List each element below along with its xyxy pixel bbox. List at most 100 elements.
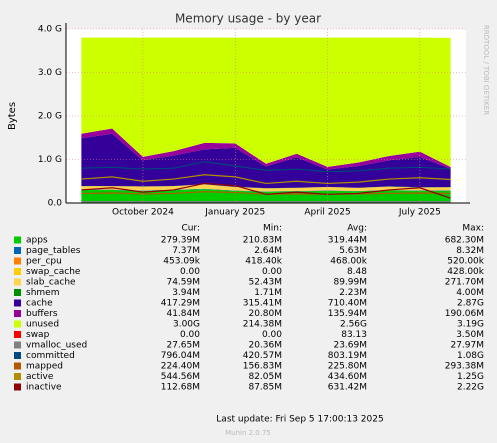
legend-value: 4.00M (456, 288, 484, 298)
side-text: RRDTOOL / TOBI OETIKER (482, 25, 490, 115)
legend-name: page_tables (26, 246, 81, 256)
legend-swatch (14, 289, 21, 296)
legend-value: 2.64M (254, 246, 282, 256)
legend-value: 544.56M (161, 372, 200, 382)
x-tick-label: January 2025 (204, 208, 265, 218)
legend-value: 271.70M (445, 278, 484, 288)
legend-value: 315.41M (243, 299, 282, 309)
legend-value: 3.19G (457, 320, 484, 330)
legend-value: 293.38M (445, 362, 484, 372)
area (81, 133, 451, 189)
legend-value: 89.99M (333, 278, 367, 288)
legend-name: shmem (26, 288, 59, 298)
legend-value: 3.50M (456, 330, 484, 340)
legend-name: apps (26, 236, 48, 246)
legend-value: 0.00 (180, 267, 200, 277)
legend-swatch (14, 299, 21, 307)
x-tick-label: October 2024 (112, 208, 174, 218)
legend-name: per_cpu (26, 257, 62, 267)
version: Munin 2.0.75 (225, 429, 271, 437)
legend-value: 82.05M (248, 372, 282, 382)
legend-value: 41.84M (166, 309, 200, 319)
legend-value: 52.43M (248, 278, 282, 288)
legend-swatch (14, 373, 21, 380)
legend-swatch (14, 257, 21, 265)
legend-value: 796.04M (161, 351, 200, 361)
legend-value: 20.36M (248, 341, 282, 351)
legend-value: 135.94M (328, 309, 367, 319)
legend-value: 710.40M (328, 299, 367, 309)
legend-value: 682.30M (445, 236, 484, 246)
legend-swatch (14, 383, 21, 391)
legend-value: 20.80M (248, 309, 282, 319)
legend-value: 2.23M (339, 288, 367, 298)
legend-value: 8.48 (347, 267, 367, 277)
y-tick-label: 0.0 (48, 199, 63, 209)
legend-name: inactive (26, 383, 62, 393)
legend-name: swap (26, 330, 50, 340)
y-axis-label: Bytes (7, 102, 18, 130)
legend-value: 3.94M (172, 288, 200, 298)
legend-value: 156.83M (243, 362, 282, 372)
legend-value: 631.42M (328, 383, 367, 393)
legend-value: 453.09k (163, 257, 200, 267)
legend-name: swap_cache (26, 267, 81, 277)
area (81, 189, 451, 203)
legend-value: 2.56G (340, 320, 367, 330)
legend-value: 0.00 (262, 267, 282, 277)
y-tick-label: 1.0 G (38, 155, 62, 165)
legend-value: 2.87G (457, 299, 484, 309)
legend-swatch (14, 247, 21, 254)
area (81, 37, 451, 168)
legend-value: 5.63M (339, 246, 367, 256)
legend-value: 0.00 (262, 330, 282, 340)
legend-header: Cur: (181, 224, 200, 234)
x-tick-label: July 2025 (398, 208, 441, 218)
legend-value: 428.00k (447, 267, 484, 277)
legend-header: Avg: (347, 224, 367, 234)
legend-swatch (14, 362, 21, 370)
legend-value: 190.06M (445, 309, 484, 319)
legend-name: mapped (26, 362, 63, 372)
legend-value: 803.19M (328, 351, 367, 361)
legend-value: 87.85M (248, 383, 282, 393)
legend-value: 74.59M (166, 278, 200, 288)
legend-value: 83.13 (341, 330, 367, 340)
chart-title: Memory usage - by year (175, 12, 321, 26)
legend-value: 520.00k (447, 257, 484, 267)
legend-value: 417.29M (161, 299, 200, 309)
legend-value: 210.83M (243, 236, 282, 246)
legend-value: 1.25G (457, 372, 484, 382)
area (81, 188, 451, 192)
area (81, 184, 451, 189)
legend-value: 468.00k (330, 257, 367, 267)
legend-value: 1.08G (457, 351, 484, 361)
legend-value: 27.97M (450, 341, 484, 351)
legend-value: 420.57M (243, 351, 282, 361)
footer: Last update: Fri Sep 5 17:00:13 2025 (216, 415, 383, 425)
legend-header: Min: (263, 224, 282, 234)
legend-name: unused (26, 320, 59, 330)
legend-value: 0.00 (180, 330, 200, 340)
legend-value: 27.65M (166, 341, 200, 351)
legend-value: 279.39M (161, 236, 200, 246)
legend-name: slab_cache (26, 278, 76, 288)
legend-value: 319.44M (328, 236, 367, 246)
legend-value: 434.60M (328, 372, 367, 382)
legend-swatch (14, 331, 21, 338)
legend-swatch (14, 341, 21, 349)
line (81, 161, 451, 173)
legend-name: active (26, 372, 54, 382)
legend-value: 224.40M (161, 362, 200, 372)
x-tick-label: April 2025 (304, 208, 350, 218)
legend-name: cache (26, 299, 53, 309)
legend-value: 112.68M (161, 383, 200, 393)
legend-value: 418.40k (245, 257, 282, 267)
legend-swatch (14, 278, 21, 286)
legend-swatch (14, 352, 21, 359)
legend-name: buffers (26, 309, 58, 319)
legend-value: 7.37M (172, 246, 200, 256)
legend-value: 8.32M (456, 246, 484, 256)
legend-swatch (14, 320, 21, 328)
